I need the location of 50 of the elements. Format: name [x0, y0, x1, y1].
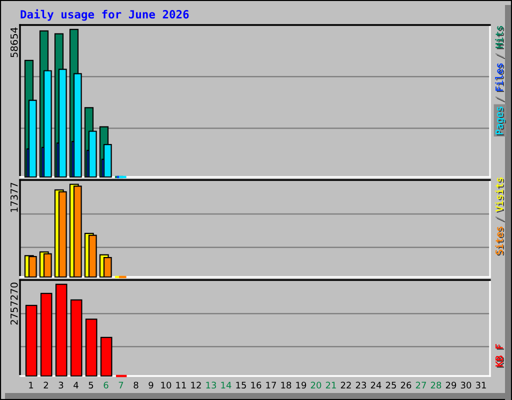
x-tick-label: 17 [266, 382, 276, 388]
bar [70, 299, 82, 377]
text: 2757270 [10, 282, 18, 325]
chart-title: Daily usage for June 2026 [20, 9, 189, 21]
x-tick-label: 31 [476, 382, 486, 389]
text: Visits [495, 178, 504, 213]
x-tick-label: 6 [104, 382, 108, 389]
text: / [496, 53, 505, 60]
x-tick-label: 16 [251, 382, 262, 389]
x-tick-label: 21 [326, 382, 336, 388]
x-tick-label: 12 [191, 382, 201, 388]
bar [40, 292, 52, 377]
x-tick-label: 2 [44, 382, 48, 388]
text: / [496, 96, 505, 102]
x-tick-label: 18 [281, 382, 292, 389]
bar [25, 304, 38, 377]
x-tick-label: 30 [460, 382, 472, 389]
x-tick-label: 1 [29, 382, 34, 388]
x-tick-label: 9 [148, 382, 154, 389]
text: Pages [496, 106, 506, 136]
text: KB F [496, 344, 504, 368]
text: 58654 [10, 28, 18, 58]
text: Files [495, 63, 504, 92]
x-tick-label: 10 [161, 382, 172, 389]
x-tick-label: 29 [446, 382, 456, 389]
bar [55, 284, 68, 377]
bar [100, 336, 112, 377]
x-tick-label: 28 [430, 382, 442, 389]
x-tick-label: 4 [74, 382, 78, 388]
x-tick-label: 22 [340, 382, 351, 388]
x-tick-label: 3 [58, 382, 64, 389]
x-tick-label: 8 [134, 382, 138, 389]
x-tick-label: 5 [88, 382, 94, 389]
text: Sites [495, 226, 504, 256]
x-tick-label: 20 [310, 382, 322, 389]
text: 17377 [10, 182, 18, 212]
x-tick-label: 19 [296, 382, 306, 389]
bar [85, 318, 98, 377]
x-tick-label: 7 [118, 382, 124, 388]
x-tick-label: 25 [386, 382, 396, 389]
x-tick-label: 24 [370, 382, 382, 388]
text: Hits [495, 26, 504, 50]
x-tick-label: 11 [176, 382, 186, 388]
x-tick-label: 26 [400, 382, 412, 389]
x-tick-label: 14 [221, 382, 232, 388]
x-tick-label: 15 [236, 382, 246, 389]
text: / [496, 216, 505, 222]
x-tick-label: 13 [206, 382, 216, 389]
x-tick-label: 23 [356, 382, 366, 389]
x-tick-label: 27 [416, 382, 426, 388]
